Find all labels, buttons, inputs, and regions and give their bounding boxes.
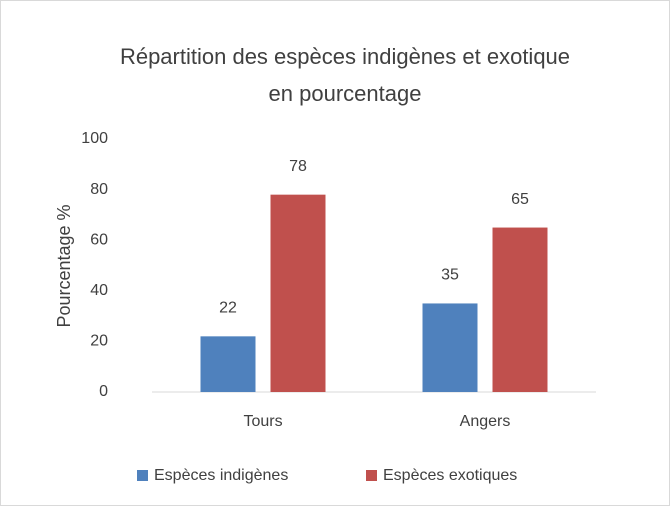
y-tick-label: 80 [90, 181, 108, 198]
data-label: 22 [219, 300, 237, 317]
bar [270, 194, 326, 392]
data-label: 78 [289, 158, 307, 175]
y-tick-label: 100 [81, 130, 108, 147]
y-tick-label: 20 [90, 333, 108, 350]
legend-swatch [366, 470, 377, 481]
legend-label: Espèces exotiques [383, 467, 517, 484]
bar [422, 303, 478, 392]
chart-title: Répartition des espèces indigènes et exo… [119, 44, 571, 106]
bar [200, 336, 256, 392]
data-label: 35 [441, 267, 459, 284]
data-label: 65 [511, 191, 529, 208]
legend-label: Espèces indigènes [154, 467, 288, 484]
y-tick-label: 0 [99, 383, 108, 400]
legend-swatch [137, 470, 148, 481]
y-tick-label: 60 [90, 231, 108, 248]
x-tick-label: Angers [460, 413, 511, 430]
x-tick-label: Tours [243, 413, 282, 430]
y-tick-label: 40 [90, 282, 108, 299]
bar [492, 227, 548, 392]
y-axis-label: Pourcentage % [54, 204, 74, 327]
